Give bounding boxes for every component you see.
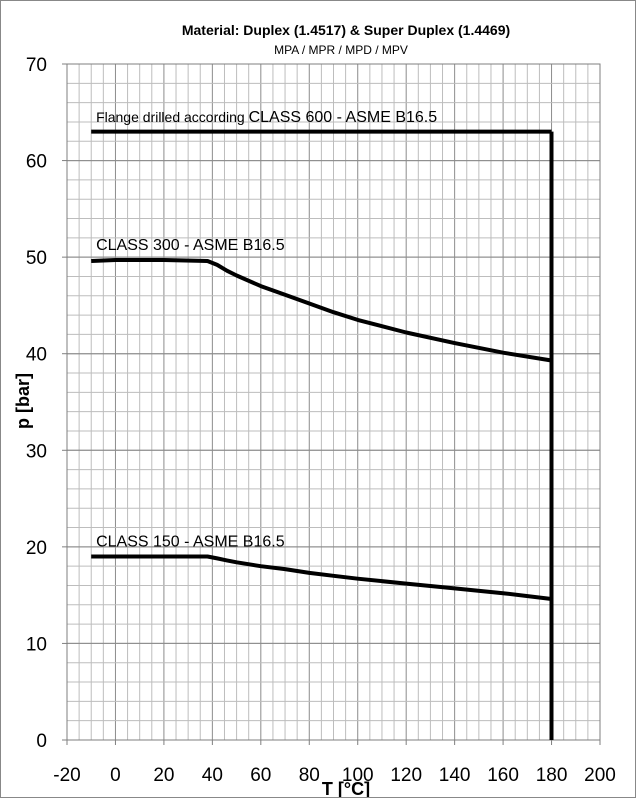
x-tick-label: 120 bbox=[390, 765, 422, 786]
y-tick-label: 20 bbox=[26, 538, 47, 559]
chart-subtitle: MPA / MPR / MPD / MPV bbox=[274, 43, 408, 57]
grid bbox=[66, 63, 601, 741]
curve-label: Flange drilled according CLASS 600 - ASM… bbox=[96, 109, 437, 126]
curve-label-text: Flange drilled according bbox=[96, 109, 249, 125]
curve-label: CLASS 150 - ASME B16.5 bbox=[96, 534, 285, 551]
y-tick-label: 30 bbox=[26, 441, 47, 462]
series-line bbox=[91, 258, 552, 363]
y-tick-label: 10 bbox=[26, 634, 47, 655]
x-tick-label: 100 bbox=[342, 765, 374, 786]
x-tick-label: 20 bbox=[153, 765, 174, 786]
y-tick-label: 0 bbox=[36, 731, 47, 752]
x-tick-label: -20 bbox=[53, 765, 80, 786]
x-tick-label: 200 bbox=[584, 765, 616, 786]
curve-label-class: CLASS 600 - ASME B16.5 bbox=[249, 109, 438, 126]
series-lines bbox=[91, 129, 554, 740]
y-axis-label: p [bar] bbox=[13, 373, 33, 429]
curve-labels: Flange drilled according CLASS 600 - ASM… bbox=[96, 109, 437, 551]
tick-labels: -20 0 20 40 60 80 100 120 140 160 180 200 0 10 20 30 40 5… bbox=[26, 55, 616, 786]
x-tick-label: 60 bbox=[250, 765, 271, 786]
series-line bbox=[91, 554, 552, 601]
x-tick-label: 140 bbox=[439, 765, 471, 786]
y-tick-label: 40 bbox=[26, 345, 47, 366]
curve-label: CLASS 300 - ASME B16.5 bbox=[96, 237, 285, 254]
y-tick-label: 50 bbox=[26, 248, 47, 269]
x-tick-label: 40 bbox=[202, 765, 223, 786]
x-tick-label: 160 bbox=[487, 765, 519, 786]
x-tick-label: 180 bbox=[536, 765, 568, 786]
x-tick-label: 80 bbox=[299, 765, 320, 786]
y-tick-label: 60 bbox=[26, 152, 47, 173]
x-tick-label: 0 bbox=[110, 765, 121, 786]
y-tick-label: 70 bbox=[26, 55, 47, 76]
plot-area bbox=[66, 63, 601, 741]
chart-title: Material: Duplex (1.4517) & Super Duplex… bbox=[182, 22, 510, 38]
x-axis-label: T [°C] bbox=[322, 779, 370, 797]
